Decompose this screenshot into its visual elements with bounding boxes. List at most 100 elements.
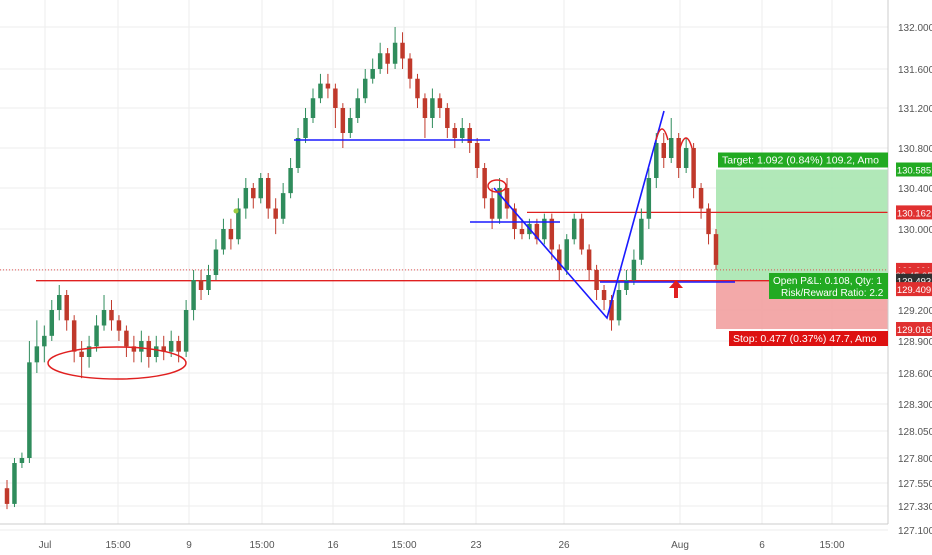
red-mark-peak-2 [679,137,693,149]
candle-body [213,249,219,275]
y-tick-label: 127.330 [898,502,932,513]
candle-body [579,218,584,250]
candle-body [183,310,189,352]
risk-reward-zones[interactable] [716,169,888,330]
candle-body [228,229,234,240]
x-tick-label: 15:00 [819,540,844,550]
y-tick-label: 127.800 [898,454,932,465]
red-up-arrow [669,280,683,298]
green-dot-marker [233,208,239,214]
candle-body [474,143,480,168]
candle-body [601,290,607,300]
candle-body [243,188,249,209]
candle-body [4,488,10,504]
candle-body [616,290,622,321]
candle-body [571,218,577,240]
candle-body [385,53,390,64]
candle-body [265,178,271,209]
candle-body [34,346,40,363]
user-drawings[interactable] [47,110,735,380]
candle-body [422,98,428,118]
x-tick-label: Jul [39,540,52,550]
x-tick-label: 23 [470,540,482,550]
price-tag-label: 129.409 [897,285,931,296]
candle-body [519,229,525,235]
price-tag-bg [896,162,932,177]
target-label: Target: 1.092 (0.84%) 109.2, Amo [722,155,879,167]
candle-body [631,259,637,280]
price-tags: 130.585130.162129.60103:45:05129.493129.… [896,162,932,337]
y-tick-label: 129.200 [898,306,932,317]
pnl-label-line2: Risk/Reward Ratio: 2.2 [781,288,884,299]
red-mark-peak-1 [655,128,669,141]
candle-body [706,208,711,235]
candle-body [445,108,450,128]
x-axis[interactable]: Jul 15:00 9 15:00 16 15:00 23 26 Aug 6 15:00 [39,540,845,551]
candle-body [27,362,32,458]
y-tick-label: 132.000 [898,23,932,34]
x-tick-label: 16 [327,540,339,550]
candle-body [407,58,413,79]
candle-body [415,78,420,99]
y-tick-label: 130.800 [898,144,932,155]
red-circle-consolidation [47,346,187,380]
candle-body [273,208,278,219]
candle-body [131,346,137,352]
target-label-bg [718,152,888,168]
x-tick-label: 15:00 [105,540,130,550]
candle-body [467,128,472,143]
candle-body [64,295,69,321]
candle-body [19,458,25,463]
x-tick-label: 9 [186,540,192,550]
position-labels: Target: 1.092 (0.84%) 109.2, Amo Open P&L… [718,152,888,347]
candle-body [109,310,114,321]
candle-body [594,270,599,290]
candle-body [497,188,502,219]
y-tick-label: 127.550 [898,479,932,490]
candle-body [280,193,286,219]
price-tag-label: 130.585 [897,166,931,177]
candle-body [482,168,487,199]
candle-body [624,280,629,290]
stop-label-bg [729,331,888,347]
candle-body [646,178,652,219]
candle-body [101,310,107,326]
x-tick-label: Aug [671,540,689,550]
candle-body [161,346,166,352]
price-tag-label: 129.016 [897,325,931,336]
candle-body [370,69,375,79]
stop-label: Stop: 0.477 (0.37%) 47.7, Amo [733,333,877,345]
candle-body [295,138,301,168]
candle-body [400,42,405,59]
blue-pattern-line [493,110,665,320]
price-tag-bg [896,205,932,220]
candle-body [79,351,84,357]
x-tick-label: 6 [759,540,765,550]
candle-body [489,198,495,219]
candle-body [586,249,592,270]
candle-body [42,335,47,347]
candle-body [12,463,17,504]
candle-body [377,53,383,69]
candle-body [198,280,204,290]
pnl-label-bg [769,273,888,299]
pnl-label-line1: Open P&L: 0.108, Qty: 1 [773,276,882,287]
candle-body [94,325,99,347]
candle-body [639,218,644,260]
candle-body [258,178,263,199]
candle-body [154,346,159,357]
candle-body [49,310,55,336]
candle-body [333,88,338,108]
y-axis[interactable]: 132.000 131.600 131.200 130.800 130.400 130.0… [898,23,932,537]
candle-body [318,83,323,99]
candle-body [691,148,696,188]
candle-body [698,188,704,209]
candle-body [452,128,458,138]
y-tick-label: 131.200 [898,104,932,115]
y-tick-label: 130.400 [898,184,932,195]
candle-body [437,98,443,108]
candle-body [549,218,555,250]
candle-body [57,295,62,310]
